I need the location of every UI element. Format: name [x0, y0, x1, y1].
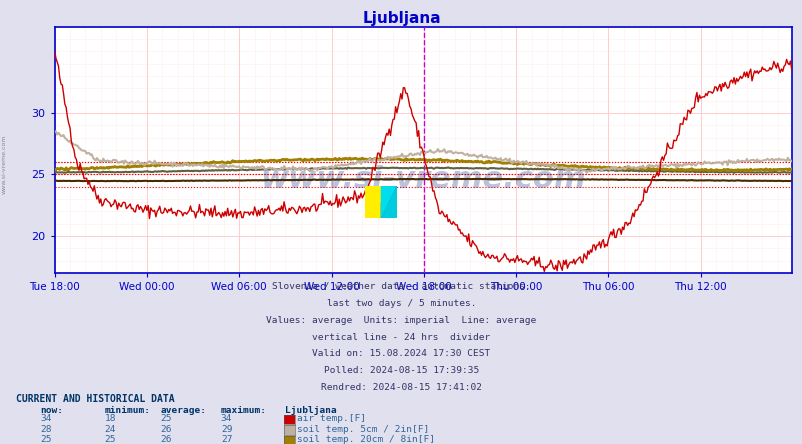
Text: 34: 34 — [40, 414, 51, 423]
Text: 29: 29 — [221, 424, 232, 434]
Text: 24: 24 — [104, 424, 115, 434]
Text: 25: 25 — [104, 435, 115, 444]
Text: 26: 26 — [160, 424, 172, 434]
Text: www.si-vreme.com: www.si-vreme.com — [2, 135, 6, 194]
Text: 28: 28 — [40, 424, 51, 434]
Polygon shape — [365, 186, 381, 218]
Text: vertical line - 24 hrs  divider: vertical line - 24 hrs divider — [312, 333, 490, 341]
Text: Slovenia / weather data - automatic stations.: Slovenia / weather data - automatic stat… — [272, 282, 530, 291]
Polygon shape — [381, 186, 397, 218]
Text: soil temp. 5cm / 2in[F]: soil temp. 5cm / 2in[F] — [297, 424, 429, 434]
Polygon shape — [381, 186, 397, 202]
Text: 25: 25 — [40, 435, 51, 444]
Text: 34: 34 — [221, 414, 232, 423]
Text: 18: 18 — [104, 414, 115, 423]
Polygon shape — [381, 186, 397, 218]
Polygon shape — [381, 202, 397, 218]
Polygon shape — [381, 186, 397, 218]
Text: www.si-vreme.com: www.si-vreme.com — [260, 165, 585, 194]
Text: Values: average  Units: imperial  Line: average: Values: average Units: imperial Line: av… — [266, 316, 536, 325]
Text: average:: average: — [160, 406, 206, 415]
Text: Ljubljana: Ljubljana — [362, 11, 440, 26]
Text: air temp.[F]: air temp.[F] — [297, 414, 366, 423]
Text: now:: now: — [40, 406, 63, 415]
Text: 25: 25 — [160, 414, 172, 423]
Text: CURRENT AND HISTORICAL DATA: CURRENT AND HISTORICAL DATA — [16, 394, 175, 404]
Text: 27: 27 — [221, 435, 232, 444]
Text: 26: 26 — [160, 435, 172, 444]
Text: maximum:: maximum: — [221, 406, 266, 415]
Text: Valid on: 15.08.2024 17:30 CEST: Valid on: 15.08.2024 17:30 CEST — [312, 349, 490, 358]
Text: last two days / 5 minutes.: last two days / 5 minutes. — [326, 299, 476, 308]
Text: Rendred: 2024-08-15 17:41:02: Rendred: 2024-08-15 17:41:02 — [321, 383, 481, 392]
Text: Polled: 2024-08-15 17:39:35: Polled: 2024-08-15 17:39:35 — [323, 366, 479, 375]
Text: Ljubljana: Ljubljana — [285, 406, 336, 415]
Text: minimum:: minimum: — [104, 406, 150, 415]
Text: soil temp. 20cm / 8in[F]: soil temp. 20cm / 8in[F] — [297, 435, 435, 444]
